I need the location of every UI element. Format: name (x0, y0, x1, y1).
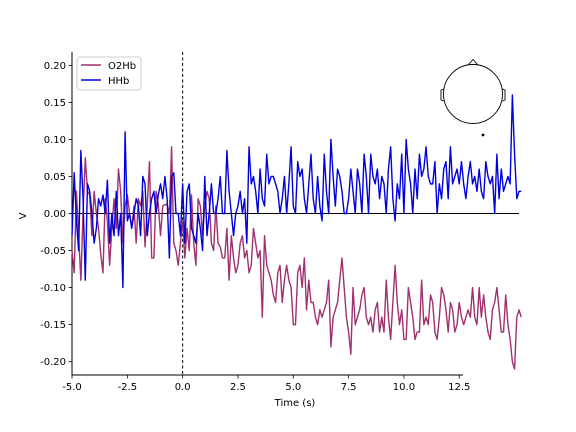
x-tick-label: 7.5 (341, 382, 357, 393)
y-tick-label: 0.00 (44, 209, 66, 220)
y-tick-label: 0.05 (44, 172, 66, 183)
x-tick-label: 2.5 (230, 382, 246, 393)
y-tick-label: 0.15 (44, 98, 66, 109)
x-tick-label: 12.5 (448, 382, 470, 393)
y-tick-label: 0.20 (44, 61, 66, 72)
x-tick-label: 0.0 (175, 382, 191, 393)
y-tick-label: 0.10 (44, 135, 66, 146)
y-tick-label: -0.10 (40, 283, 66, 294)
x-tick-label: 5.0 (285, 382, 301, 393)
x-ticks: -5.0 -2.5 0.0 2.5 5.0 7.5 10.0 12.5 (62, 375, 470, 393)
x-axis-label: Time (s) (274, 398, 316, 409)
series-line-hhb (71, 94, 522, 289)
y-ticks: 0.20 0.15 0.10 0.05 0.00 -0.05 -0.10 -0.15 -0.20 (40, 61, 72, 368)
x-tick-label: -5.0 (62, 382, 82, 393)
y-axis-label: V (18, 212, 29, 219)
plot-area: -5.0 -2.5 0.0 2.5 5.0 7.5 10.0 12.5 0.20 0.15 0.1… (40, 52, 522, 393)
legend: O2Hb HHb (76, 56, 142, 91)
legend-label-o2hb: O2Hb (108, 61, 136, 72)
head-nose (467, 58, 479, 66)
y-tick-label: -0.20 (40, 357, 66, 368)
sensor-location-inset (440, 58, 506, 137)
legend-label-hhb: HHb (108, 76, 129, 87)
y-tick-label: -0.15 (40, 320, 66, 331)
x-tick-label: -2.5 (118, 382, 138, 393)
head-left-ear (440, 88, 444, 102)
x-tick-label: 10.0 (393, 382, 415, 393)
head-right-ear (502, 88, 506, 102)
series-layer (71, 94, 522, 370)
y-tick-label: -0.05 (40, 246, 66, 257)
head-outline (443, 64, 503, 124)
sensor-dot (481, 133, 485, 137)
